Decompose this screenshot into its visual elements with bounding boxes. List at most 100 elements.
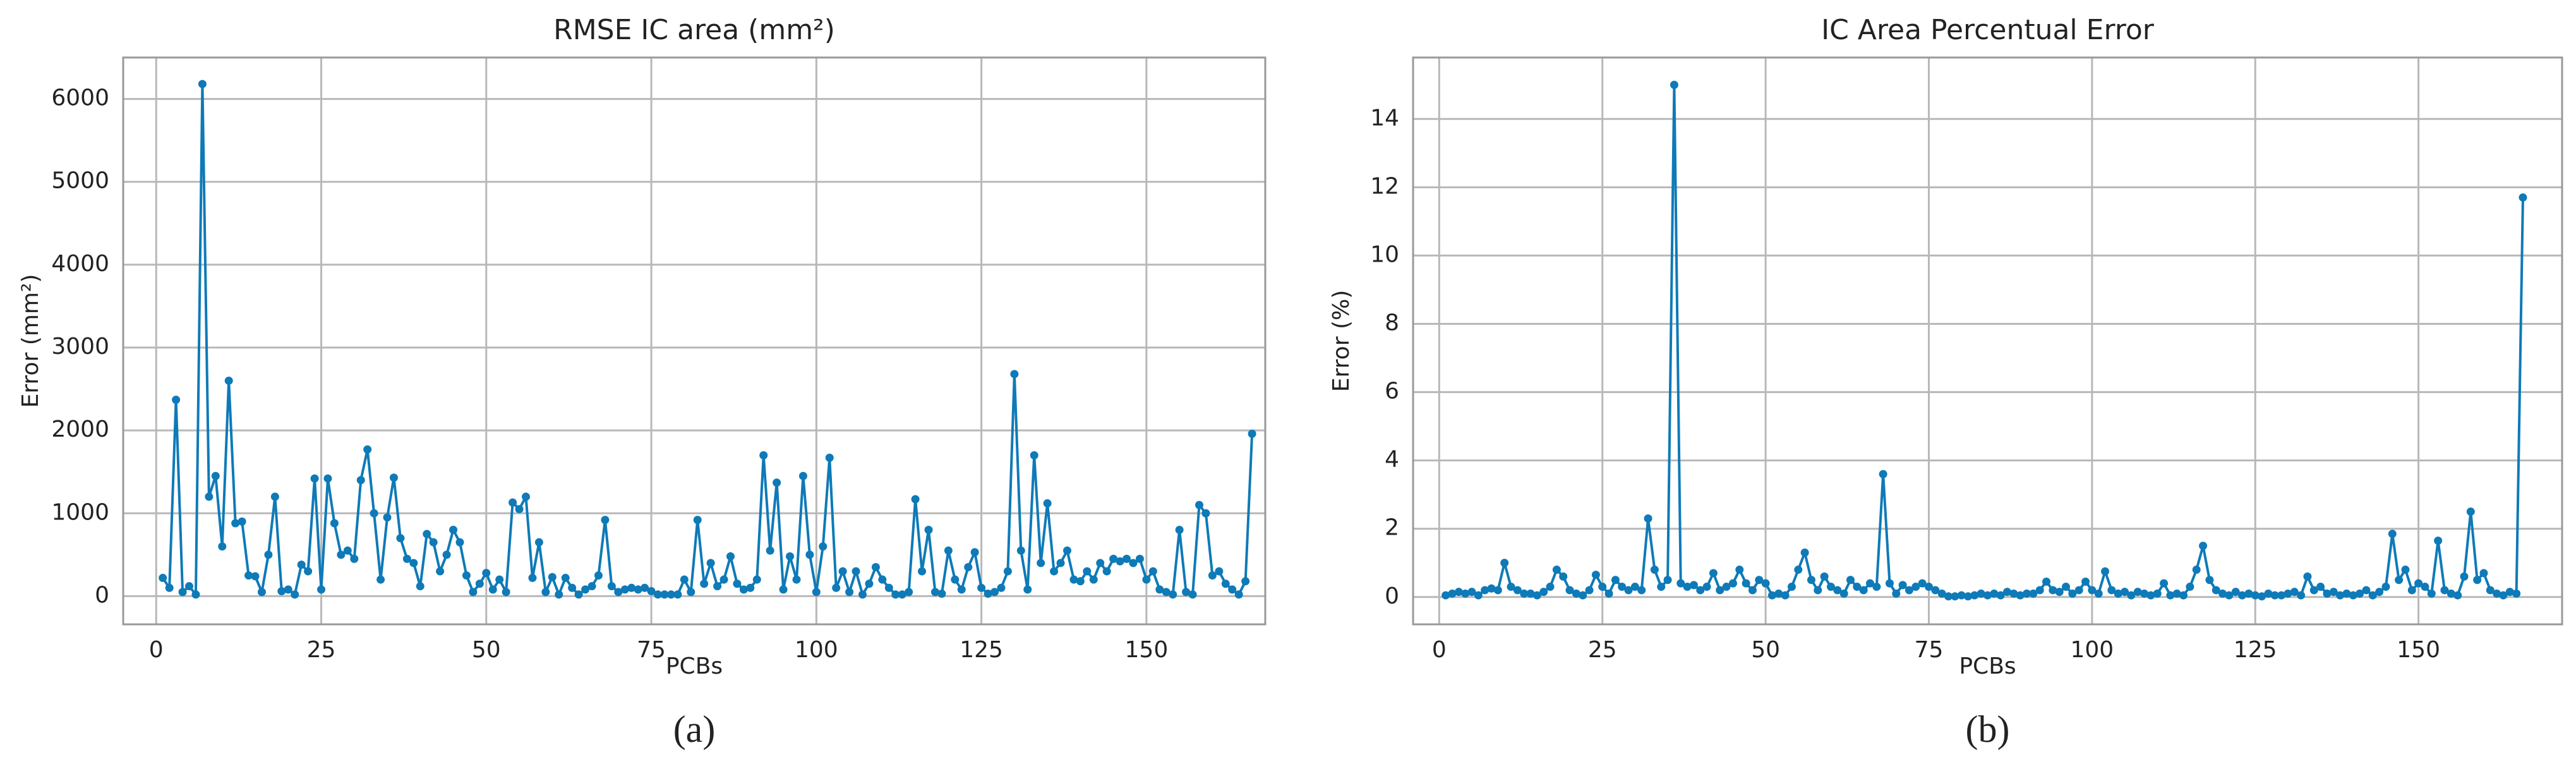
chart-title: RMSE IC area (mm²) — [553, 14, 835, 46]
data-point — [1689, 581, 1698, 590]
data-point — [898, 590, 906, 599]
data-point — [706, 559, 715, 567]
data-point — [2212, 586, 2220, 595]
data-point — [1221, 579, 1230, 588]
data-point — [2251, 591, 2260, 600]
data-point — [1859, 586, 1868, 595]
data-point — [1201, 509, 1210, 518]
data-point — [2434, 537, 2443, 545]
data-point — [1454, 588, 1463, 597]
data-point — [1892, 589, 1901, 598]
data-point — [865, 579, 874, 588]
data-point — [2479, 569, 2488, 578]
data-point — [522, 492, 531, 501]
data-point — [449, 526, 458, 534]
data-point — [786, 552, 795, 561]
data-point — [614, 588, 623, 597]
data-point — [1761, 579, 1770, 588]
data-point — [1572, 589, 1580, 598]
data-point — [1441, 591, 1450, 600]
data-point — [2127, 591, 2136, 600]
data-point — [2192, 566, 2201, 574]
x-tick-label: 0 — [1432, 637, 1447, 663]
data-point — [1507, 583, 1515, 591]
data-point — [997, 583, 1006, 592]
x-tick-label: 50 — [472, 637, 501, 663]
data-point — [871, 563, 880, 572]
y-tick-label: 2000 — [51, 416, 109, 442]
data-point — [1089, 575, 1098, 584]
data-point — [2375, 588, 2384, 597]
data-point — [1116, 557, 1124, 566]
data-point — [1709, 569, 1718, 578]
data-point — [1800, 549, 1809, 557]
data-point — [568, 583, 577, 592]
data-point — [2270, 591, 2279, 600]
data-point — [442, 550, 451, 559]
data-point — [2297, 591, 2306, 600]
data-point — [2218, 589, 2227, 598]
data-point — [1839, 589, 1848, 598]
data-point — [1794, 566, 1803, 574]
data-point — [2009, 589, 2018, 598]
data-point — [211, 471, 220, 480]
data-point — [2401, 566, 2410, 574]
data-point — [1637, 586, 1646, 595]
data-point — [1865, 579, 1874, 588]
data-point — [2277, 591, 2286, 600]
data-point — [172, 396, 181, 404]
data-point — [1076, 577, 1085, 586]
data-point — [1918, 579, 1927, 588]
data-point — [1579, 591, 1587, 600]
data-point — [937, 589, 946, 598]
y-tick-label: 1000 — [51, 499, 109, 525]
data-point — [509, 498, 517, 507]
data-point — [574, 590, 583, 599]
data-point — [488, 585, 497, 594]
data-point — [1650, 566, 1659, 574]
data-point — [2493, 589, 2501, 598]
data-point — [620, 585, 629, 594]
data-point — [2244, 589, 2253, 598]
data-point — [1148, 567, 1157, 576]
data-point — [1937, 589, 1946, 598]
data-point — [1481, 586, 1490, 595]
data-point — [185, 582, 194, 591]
data-point — [1448, 589, 1457, 598]
data-point — [2427, 589, 2436, 598]
data-point — [363, 445, 372, 454]
y-tick-label: 6 — [1385, 379, 1399, 404]
data-point — [1604, 589, 1613, 598]
data-point — [257, 588, 266, 597]
data-point — [2381, 583, 2390, 591]
data-point — [2356, 589, 2364, 598]
data-point — [779, 585, 788, 594]
data-point — [343, 546, 352, 555]
data-point — [647, 587, 656, 596]
x-tick-label: 75 — [637, 637, 666, 663]
data-point — [2460, 572, 2469, 581]
data-point — [2029, 589, 2038, 598]
data-point — [911, 495, 920, 504]
data-point — [1062, 546, 1071, 555]
data-point — [1552, 566, 1561, 574]
data-point — [1683, 583, 1692, 591]
data-point — [1487, 584, 1496, 593]
data-point — [1807, 576, 1815, 585]
data-point — [1931, 586, 1940, 595]
data-point — [812, 588, 821, 597]
x-tick-label: 100 — [795, 637, 838, 663]
data-point — [423, 530, 431, 538]
data-point — [1241, 577, 1250, 586]
data-point — [1951, 592, 1959, 601]
data-point — [752, 575, 761, 584]
plot-frame — [1412, 56, 2563, 626]
data-point — [1722, 583, 1731, 591]
data-point — [178, 588, 187, 597]
data-point — [2362, 586, 2371, 595]
data-point — [1735, 566, 1744, 574]
data-point — [2231, 588, 2240, 597]
y-tick-label: 12 — [1370, 173, 1399, 199]
data-point — [2088, 586, 2097, 595]
data-point — [2505, 588, 2514, 597]
